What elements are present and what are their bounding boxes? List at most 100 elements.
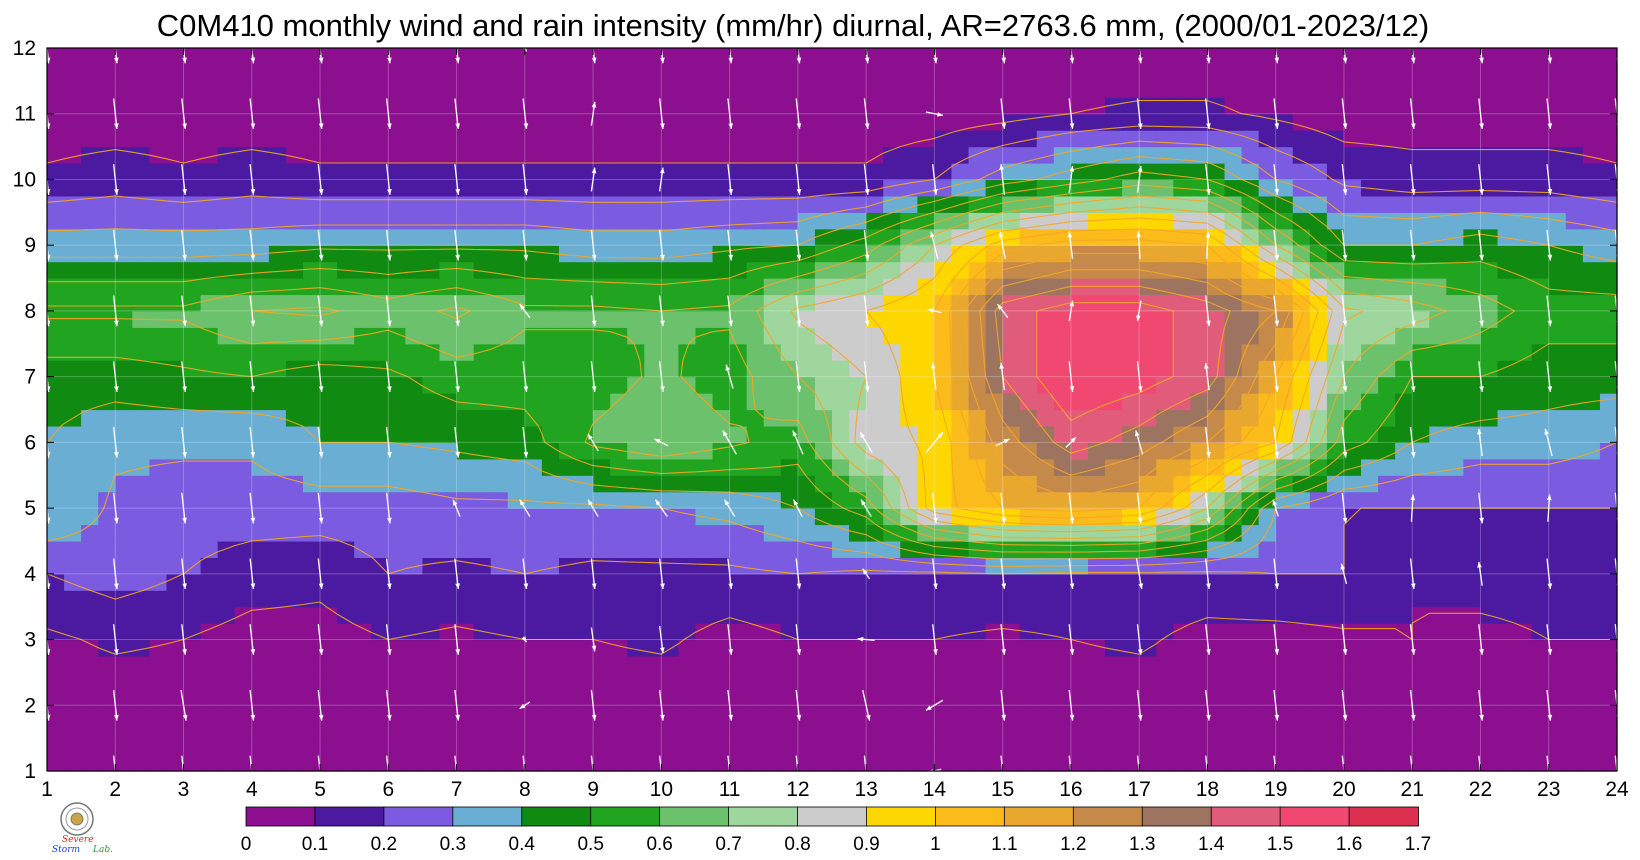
heatmap-cell	[524, 623, 543, 641]
heatmap-cell	[1053, 163, 1072, 181]
heatmap-cell	[149, 179, 168, 197]
heatmap-cell	[900, 672, 918, 690]
heatmap-cell	[1309, 179, 1328, 197]
heatmap-cell	[251, 80, 270, 98]
heatmap-cell	[1463, 688, 1482, 706]
heatmap-cell	[47, 491, 65, 509]
heatmap-cell	[1173, 376, 1191, 394]
heatmap-cell	[81, 310, 99, 328]
heatmap-cell	[234, 606, 253, 624]
heatmap-cell	[234, 360, 253, 378]
heatmap-cell	[763, 113, 782, 131]
heatmap-cell	[1582, 655, 1601, 674]
heatmap-cell	[1514, 738, 1533, 756]
heatmap-cell	[1087, 228, 1106, 246]
heatmap-cell	[1480, 442, 1499, 460]
heatmap-cell	[1326, 754, 1345, 772]
heatmap-cell	[251, 179, 270, 197]
heatmap-cell	[234, 245, 253, 263]
wind-arrow	[1478, 295, 1484, 327]
heatmap-cell	[1002, 48, 1021, 66]
heatmap-cell	[729, 130, 748, 148]
heatmap-cell	[337, 425, 355, 443]
heatmap-cell	[183, 261, 202, 279]
heatmap-cell	[507, 754, 526, 772]
heatmap-cell	[1343, 228, 1362, 246]
heatmap-cell	[1565, 672, 1584, 690]
heatmap-cell	[695, 606, 714, 624]
heatmap-cell	[371, 475, 389, 493]
x-tick-label: 3	[178, 778, 190, 801]
heatmap-cell	[1190, 623, 1209, 641]
heatmap-cell	[98, 179, 116, 197]
heatmap-cell	[183, 672, 202, 690]
heatmap-cell	[490, 245, 509, 263]
heatmap-cell	[1122, 491, 1140, 509]
heatmap-cell	[320, 228, 338, 246]
heatmap-cell	[115, 343, 133, 361]
heatmap-cell	[507, 590, 526, 608]
heatmap-cell	[115, 294, 133, 312]
heatmap-cell	[934, 508, 953, 526]
heatmap-cell	[1326, 48, 1345, 66]
heatmap-cell	[541, 425, 560, 443]
heatmap-cell	[285, 623, 304, 641]
heatmap-cell	[1531, 409, 1550, 427]
heatmap-cell	[1599, 655, 1618, 674]
heatmap-cell	[456, 557, 475, 575]
heatmap-cell	[1019, 458, 1038, 476]
heatmap-cell	[712, 130, 731, 148]
heatmap-cell	[1565, 64, 1584, 82]
heatmap-cell	[1412, 343, 1430, 361]
wind-arrow	[795, 229, 802, 261]
heatmap-cell	[47, 672, 65, 690]
heatmap-cell	[678, 508, 697, 526]
heatmap-cell	[576, 491, 594, 509]
wind-arrow	[590, 689, 597, 721]
heatmap-cell	[917, 146, 935, 164]
heatmap-cell	[1429, 146, 1447, 164]
heatmap-cell	[1019, 179, 1038, 197]
heatmap-cell	[1087, 524, 1106, 542]
heatmap-cell	[1497, 393, 1516, 411]
heatmap-cell	[285, 228, 304, 246]
heatmap-cell	[166, 688, 185, 706]
heatmap-cell	[1087, 48, 1106, 66]
wind-arrow	[249, 558, 256, 590]
heatmap-cell	[729, 425, 748, 443]
heatmap-cell	[746, 179, 765, 197]
heatmap-cell	[1105, 376, 1123, 394]
heatmap-cell	[1412, 491, 1430, 509]
heatmap-cell	[934, 606, 953, 624]
heatmap-cell	[302, 540, 321, 558]
heatmap-cell	[1429, 738, 1447, 756]
heatmap-cell	[1292, 475, 1311, 493]
heatmap-cell	[1326, 64, 1345, 82]
heatmap-cell	[746, 294, 765, 312]
heatmap-cell	[371, 80, 389, 98]
heatmap-cell	[746, 540, 765, 558]
heatmap-cell	[1395, 97, 1413, 115]
heatmap-cell	[610, 179, 628, 197]
heatmap-cell	[234, 623, 253, 641]
colorbar-swatch	[245, 806, 316, 827]
heatmap-cell	[1599, 639, 1618, 657]
heatmap-cell	[1053, 508, 1072, 526]
heatmap-cell	[371, 376, 389, 394]
heatmap-cell	[951, 376, 970, 394]
heatmap-cell	[1190, 80, 1209, 98]
heatmap-cell	[1446, 540, 1465, 558]
wind-arrow	[1546, 494, 1552, 522]
logo-line-1: Severe	[62, 835, 94, 845]
y-tick-label: 6	[24, 431, 36, 454]
heatmap-cell	[951, 425, 970, 443]
heatmap-cell	[1480, 245, 1499, 263]
heatmap-cell	[1326, 573, 1345, 591]
heatmap-cell	[1070, 195, 1089, 213]
heatmap-cell	[166, 590, 185, 608]
heatmap-cell	[1309, 508, 1328, 526]
heatmap-cell	[1565, 458, 1584, 476]
heatmap-cell	[678, 113, 697, 131]
heatmap-cell	[1036, 48, 1055, 66]
heatmap-cell	[1412, 294, 1430, 312]
